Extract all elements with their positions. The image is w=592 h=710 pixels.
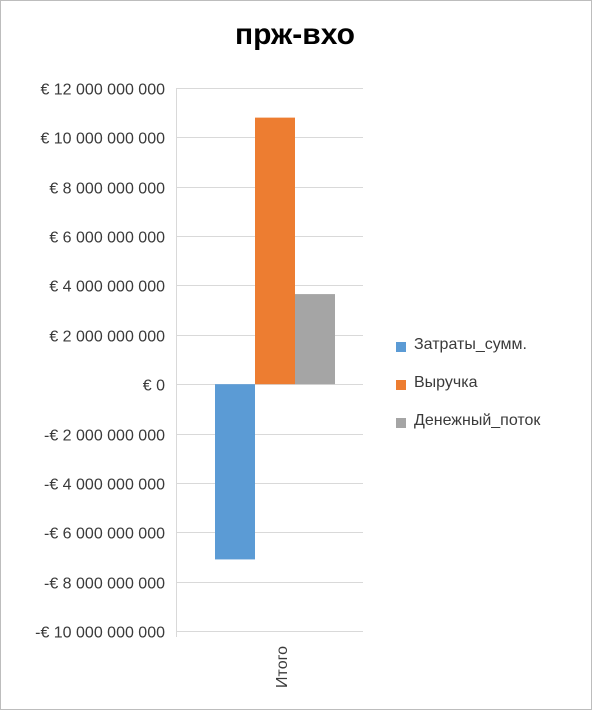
- y-tick-label: -€ 2 000 000 000: [44, 428, 165, 445]
- legend-swatch-cash-flow: [396, 418, 406, 428]
- y-tick-label: € 10 000 000 000: [40, 131, 165, 148]
- legend-item-cash-flow: Денежный_поток: [396, 412, 586, 450]
- y-tick-label: € 0: [143, 378, 165, 395]
- y-tick-label: -€ 6 000 000 000: [44, 526, 165, 543]
- y-tick-label: € 12 000 000 000: [40, 82, 165, 99]
- y-tick-label: -€ 10 000 000 000: [35, 625, 165, 642]
- legend-label-cash-flow: Денежный_поток: [414, 412, 541, 429]
- bar-revenue: [255, 117, 295, 385]
- legend-item-costs: Затраты_сумм.: [396, 336, 586, 374]
- bar-cash-flow: [295, 294, 335, 385]
- legend-label-costs: Затраты_сумм.: [414, 336, 527, 353]
- bar-costs: [215, 384, 255, 560]
- legend-swatch-revenue: [396, 380, 406, 390]
- chart-title: прж-вхо: [234, 18, 355, 51]
- y-tick-label: -€ 8 000 000 000: [44, 576, 165, 593]
- y-tick-label: € 8 000 000 000: [49, 181, 165, 198]
- y-tick-label: € 6 000 000 000: [49, 230, 165, 247]
- y-tick-label: € 2 000 000 000: [49, 329, 165, 346]
- legend: Затраты_сумм. Выручка Денежный_поток: [396, 336, 586, 450]
- x-tick-label: Итого: [274, 646, 291, 688]
- y-tick-label: -€ 4 000 000 000: [44, 477, 165, 494]
- legend-item-revenue: Выручка: [396, 374, 586, 412]
- legend-label-revenue: Выручка: [414, 374, 478, 391]
- legend-swatch-costs: [396, 342, 406, 352]
- y-tick-label: € 4 000 000 000: [49, 279, 165, 296]
